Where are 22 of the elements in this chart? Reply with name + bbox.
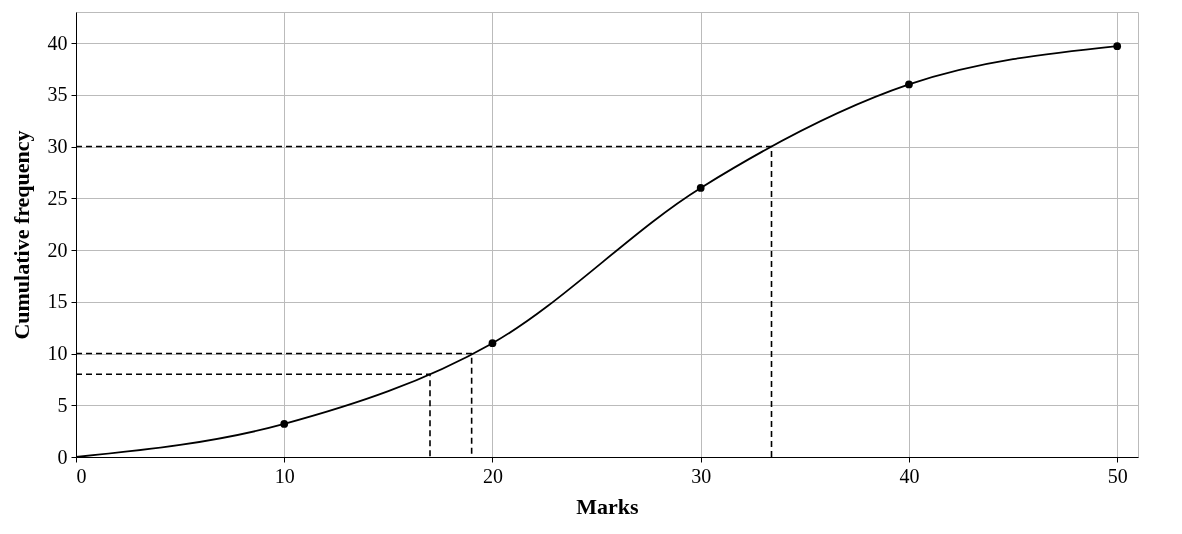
y-axis-title: Cumulative frequency — [8, 130, 34, 340]
x-tick-label: 40 — [899, 464, 920, 487]
y-tick-label: 40 — [47, 31, 68, 54]
y-tick-label: 20 — [47, 238, 68, 261]
point — [280, 420, 289, 428]
point — [1113, 42, 1122, 51]
y-tick-label: 5 — [57, 393, 68, 416]
point — [905, 80, 913, 89]
y-tick-label: 15 — [47, 290, 68, 313]
x-tick-label: 0 — [76, 464, 87, 487]
y-tick-label: 10 — [47, 342, 68, 365]
point — [488, 339, 497, 348]
x-tick-label: 50 — [1107, 464, 1128, 487]
x-tick-label: 30 — [691, 464, 712, 487]
x-tick-label: 10 — [274, 464, 295, 487]
x-axis-title: Marks — [576, 493, 640, 519]
y-tick-label: 0 — [57, 445, 68, 468]
point — [696, 184, 705, 192]
y-tick-label: 30 — [47, 135, 68, 158]
y-tick-label: 25 — [47, 186, 68, 209]
x-tick-label: 20 — [482, 464, 503, 487]
y-tick-label: 35 — [47, 83, 68, 106]
